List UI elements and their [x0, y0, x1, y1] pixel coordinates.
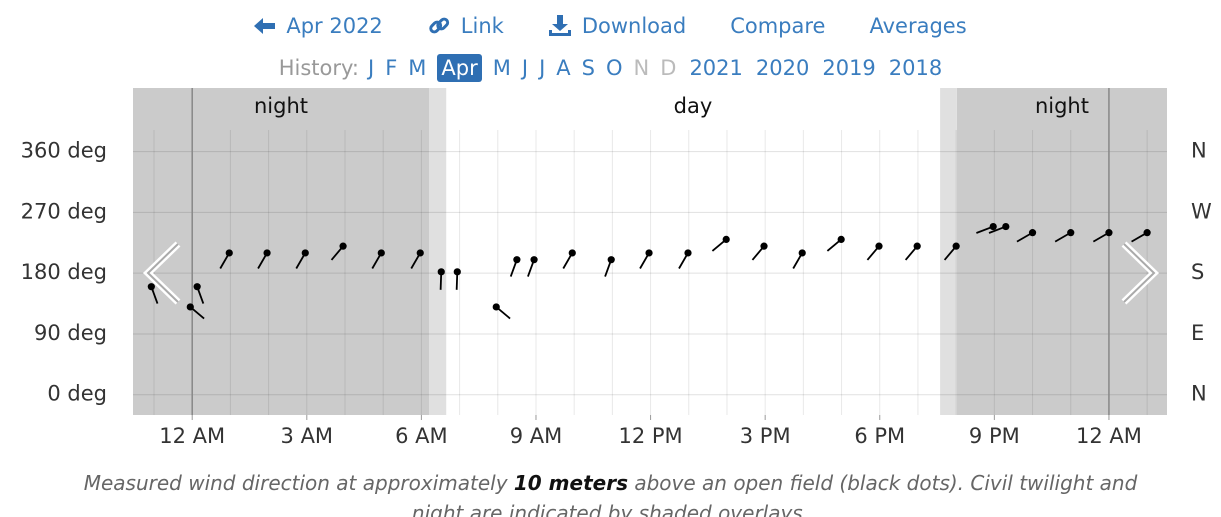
wind-dot	[377, 249, 385, 257]
x-tick-label: 12 PM	[618, 424, 682, 448]
history-label: History:	[278, 56, 359, 80]
x-tick-label: 9 PM	[969, 424, 1020, 448]
wind-dot	[530, 256, 538, 264]
month-link[interactable]: F	[385, 56, 398, 80]
month-link[interactable]: J	[521, 56, 529, 80]
wind-dot	[492, 303, 500, 311]
link-label: Link	[460, 14, 504, 38]
y-tick-label: 180 deg	[21, 260, 107, 284]
caption: Measured wind direction at approximately…	[0, 468, 1221, 517]
wind-dot	[437, 268, 445, 276]
wind-dot	[186, 303, 194, 311]
period-label: day	[674, 94, 713, 118]
link[interactable]: Link	[427, 14, 504, 38]
wind-dot	[1067, 229, 1075, 237]
wind-dot	[225, 249, 233, 257]
wind-dot	[1105, 229, 1113, 237]
wind-dot	[1028, 229, 1037, 237]
wind-dot	[263, 249, 271, 257]
wind-dot	[607, 256, 615, 264]
y-tick-label: 90 deg	[34, 321, 107, 345]
year-link[interactable]: 2019	[822, 56, 876, 80]
period-label: night	[254, 94, 308, 118]
y-tick-label: 360 deg	[21, 139, 107, 163]
nav-bar: Apr 2022 Link Download Compare Averages	[0, 8, 1221, 44]
download[interactable]: Download	[548, 14, 686, 38]
wind-dot	[989, 222, 997, 231]
next-day-outline	[1123, 243, 1156, 303]
night-shade	[133, 88, 430, 415]
wind-dot	[193, 283, 201, 291]
wind-dot	[645, 249, 653, 257]
link-icon	[429, 17, 449, 34]
month-link[interactable]: J	[539, 56, 546, 80]
wind-dot	[798, 249, 806, 257]
year-link[interactable]: 2018	[888, 56, 943, 80]
x-tick-label: 3 PM	[740, 424, 791, 448]
x-tick-label: 3 AM	[281, 424, 334, 448]
caption-text: Measured wind direction at approximately	[83, 471, 514, 495]
month-link[interactable]: M	[492, 56, 511, 80]
month-link[interactable]: S	[581, 56, 596, 80]
averages[interactable]: Averages	[869, 14, 967, 38]
arrow-icon	[254, 18, 276, 34]
download-icon	[548, 15, 571, 36]
caption-text: night are indicated by shaded overlays.	[411, 501, 810, 517]
history-bar: History: J F M Apr M J J A S O N D 2021 2020 2019 2018	[0, 50, 1221, 86]
month-link[interactable]: M	[408, 56, 427, 80]
download-label: Download	[581, 14, 687, 38]
twilight-shade	[940, 88, 957, 415]
y2-tick-label: W	[1191, 199, 1212, 223]
wind-dot	[1143, 229, 1151, 237]
prev-day-outline	[146, 243, 179, 303]
y2-tick-label: N	[1191, 139, 1207, 163]
wind-dot	[760, 242, 768, 250]
wind-dot	[453, 268, 461, 276]
x-tick-label: 6 PM	[854, 424, 905, 448]
prev-month-label: Apr 2022	[286, 14, 383, 38]
prev-month[interactable]: Apr 2022	[254, 14, 383, 38]
wind-dot	[952, 242, 960, 250]
wind-dot	[568, 249, 576, 257]
wind-dot	[875, 242, 883, 250]
period-label: night	[1035, 94, 1089, 118]
wind-dot	[301, 249, 309, 257]
y2-tick-label: E	[1191, 321, 1204, 345]
wind-dot	[913, 242, 921, 250]
wind-dot	[416, 249, 424, 257]
wind-dot	[837, 235, 845, 244]
wind-dot	[1002, 222, 1010, 231]
y-tick-label: 0 deg	[47, 382, 107, 406]
y2-tick-label: S	[1191, 260, 1204, 284]
x-tick-label: 12 AM	[159, 424, 225, 448]
month-link[interactable]: Apr	[437, 54, 482, 82]
y2-tick-label: N	[1191, 382, 1207, 406]
year-link[interactable]: 2021	[689, 56, 743, 80]
month-link[interactable]: A	[556, 56, 571, 80]
month-link: N	[633, 56, 650, 80]
x-tick-label: 6 AM	[395, 424, 448, 448]
year-link[interactable]: 2020	[755, 56, 810, 80]
x-tick-label: 12 AM	[1076, 424, 1142, 448]
month-link: D	[660, 56, 677, 80]
compare[interactable]: Compare	[730, 14, 826, 38]
wind-dot	[339, 242, 347, 250]
x-tick-label: 9 AM	[510, 424, 563, 448]
wind-dot	[147, 283, 155, 291]
twilight-shade	[429, 88, 447, 415]
caption-text: above an open field (black dots). Civil …	[627, 471, 1138, 495]
wind-dot	[684, 249, 692, 257]
month-link[interactable]: O	[606, 56, 623, 80]
y-tick-label: 270 deg	[21, 199, 107, 223]
wind-dot	[513, 256, 521, 264]
wind-dot	[722, 235, 730, 244]
caption-emphasis: 10 meters	[513, 471, 628, 495]
month-link[interactable]: J	[368, 56, 375, 80]
